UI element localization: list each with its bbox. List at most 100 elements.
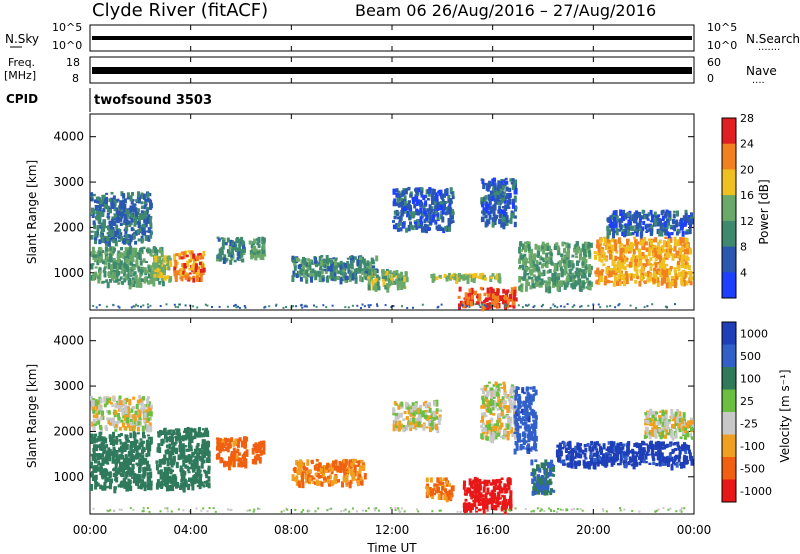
data-cell bbox=[262, 243, 266, 250]
data-cell bbox=[540, 263, 544, 269]
data-cell bbox=[629, 243, 633, 250]
data-cell bbox=[147, 401, 151, 406]
data-cell bbox=[261, 254, 265, 261]
data-cell bbox=[625, 277, 629, 285]
data-cell bbox=[188, 440, 192, 447]
data-cell bbox=[371, 275, 375, 278]
data-cell bbox=[101, 416, 105, 420]
data-cell bbox=[252, 443, 256, 448]
data-cell bbox=[663, 277, 667, 284]
data-cell bbox=[644, 272, 648, 277]
data-cell bbox=[107, 477, 111, 482]
data-cell bbox=[250, 244, 254, 249]
data-cell bbox=[443, 493, 447, 501]
data-cell bbox=[497, 201, 501, 205]
data-cell bbox=[474, 303, 477, 306]
data-cell bbox=[116, 217, 120, 221]
data-cell bbox=[493, 203, 497, 211]
data-cell bbox=[149, 235, 152, 239]
data-cell bbox=[242, 455, 246, 463]
data-cell bbox=[438, 274, 442, 278]
data-cell bbox=[166, 444, 169, 448]
data-cell bbox=[482, 506, 486, 510]
data-cell bbox=[99, 471, 103, 476]
data-cell bbox=[248, 240, 252, 245]
data-cell bbox=[369, 304, 372, 307]
data-cell bbox=[137, 215, 140, 218]
data-cell bbox=[146, 472, 150, 476]
data-cell bbox=[184, 430, 188, 433]
data-cell bbox=[615, 215, 619, 223]
data-cell bbox=[397, 190, 401, 196]
data-cell bbox=[621, 258, 625, 262]
data-cell bbox=[361, 268, 365, 275]
data-cell bbox=[199, 254, 203, 260]
data-cell bbox=[672, 222, 676, 225]
data-cell bbox=[97, 219, 101, 224]
data-cell bbox=[419, 207, 423, 213]
data-cell bbox=[656, 277, 660, 283]
data-cell bbox=[505, 181, 509, 185]
data-cell bbox=[357, 475, 361, 483]
data-cell bbox=[433, 219, 437, 223]
data-cell bbox=[557, 252, 561, 256]
data-cell bbox=[426, 208, 430, 212]
data-cell bbox=[588, 250, 592, 257]
data-cell bbox=[468, 273, 472, 278]
data-cell bbox=[670, 232, 674, 236]
data-cell bbox=[245, 436, 249, 442]
data-cell bbox=[634, 216, 638, 224]
data-cell bbox=[98, 304, 101, 306]
data-cell bbox=[93, 222, 97, 230]
data-cell bbox=[525, 267, 529, 272]
data-cell bbox=[363, 273, 367, 278]
data-cell bbox=[194, 448, 197, 455]
data-cell bbox=[207, 467, 211, 475]
data-cell bbox=[552, 303, 555, 306]
data-cell bbox=[643, 214, 647, 220]
data-cell bbox=[494, 200, 498, 204]
data-cell bbox=[159, 305, 162, 307]
data-cell bbox=[173, 303, 176, 306]
data-cell bbox=[545, 263, 549, 268]
data-cell bbox=[494, 300, 498, 305]
data-cell bbox=[417, 414, 421, 421]
data-cell bbox=[106, 417, 110, 421]
data-cell bbox=[615, 269, 618, 273]
data-cell bbox=[113, 208, 117, 212]
data-cell bbox=[425, 477, 429, 483]
data-cell bbox=[92, 257, 96, 260]
data-cell bbox=[196, 484, 200, 488]
data-cell bbox=[199, 275, 203, 282]
data-cell bbox=[627, 212, 631, 218]
data-cell bbox=[126, 265, 130, 273]
data-cell bbox=[122, 222, 126, 225]
data-cell bbox=[486, 498, 490, 505]
data-cell bbox=[351, 304, 354, 307]
data-cell bbox=[514, 179, 518, 184]
y-tick-label: 3000 bbox=[53, 175, 84, 189]
data-cell bbox=[486, 487, 490, 495]
data-cell bbox=[121, 238, 125, 244]
data-cell bbox=[182, 268, 186, 273]
data-cell bbox=[494, 479, 498, 487]
data-cell bbox=[676, 255, 680, 258]
data-cell bbox=[139, 397, 143, 403]
data-cell bbox=[197, 427, 201, 434]
data-cell bbox=[116, 253, 120, 260]
data-cell bbox=[140, 305, 142, 308]
data-cell bbox=[227, 463, 231, 471]
data-cell bbox=[431, 193, 434, 198]
data-cell bbox=[191, 452, 195, 456]
data-cell bbox=[439, 477, 443, 482]
data-cell bbox=[90, 484, 93, 491]
data-cell bbox=[667, 222, 671, 226]
data-cell bbox=[348, 277, 352, 283]
data-cell bbox=[508, 304, 512, 308]
data-cell bbox=[184, 435, 188, 441]
data-cell bbox=[483, 304, 486, 307]
data-cell bbox=[90, 461, 94, 466]
data-cell bbox=[427, 419, 431, 426]
data-cell bbox=[96, 225, 100, 231]
data-cell bbox=[114, 237, 118, 242]
